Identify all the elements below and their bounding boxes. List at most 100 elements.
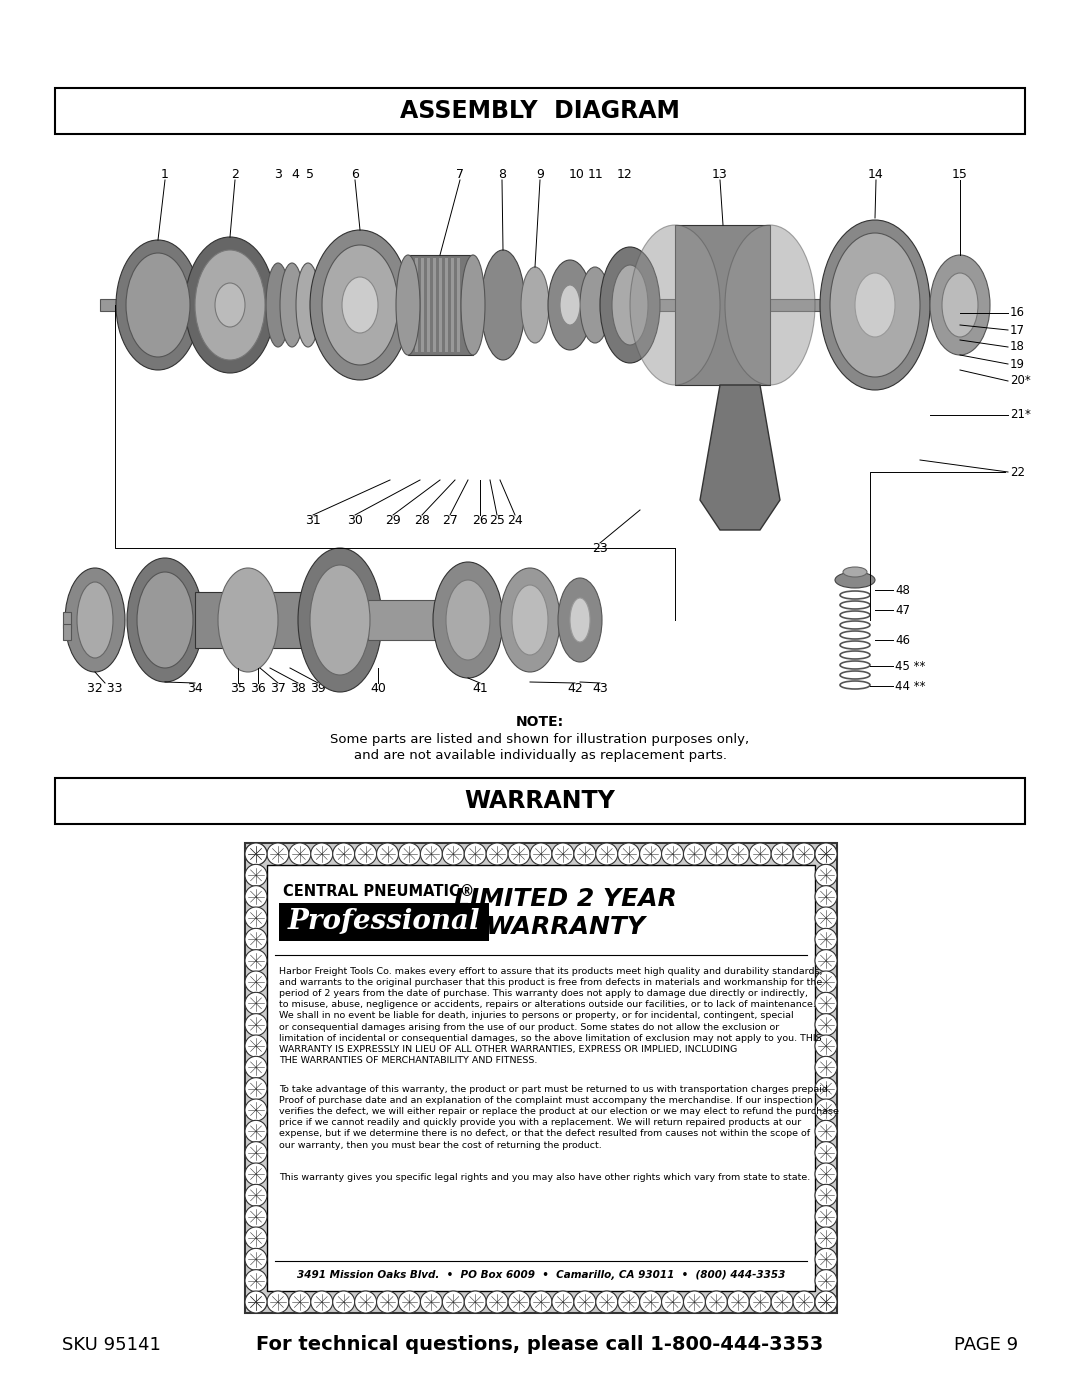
Ellipse shape	[298, 548, 382, 692]
Text: 43: 43	[592, 682, 608, 694]
Ellipse shape	[245, 929, 267, 950]
Ellipse shape	[771, 1291, 793, 1313]
Text: 29: 29	[386, 514, 401, 527]
Ellipse shape	[420, 1291, 443, 1313]
Text: 38: 38	[291, 682, 306, 694]
Text: 1: 1	[161, 169, 168, 182]
Ellipse shape	[815, 1185, 837, 1207]
Ellipse shape	[245, 907, 267, 929]
Text: 30: 30	[347, 514, 363, 527]
Text: 20*: 20*	[1010, 374, 1030, 387]
Text: 23: 23	[592, 542, 608, 555]
Ellipse shape	[245, 1206, 267, 1228]
Ellipse shape	[486, 842, 509, 865]
Text: 13: 13	[712, 169, 728, 182]
Ellipse shape	[815, 1162, 837, 1185]
Ellipse shape	[552, 842, 573, 865]
Ellipse shape	[835, 571, 875, 588]
Ellipse shape	[399, 1291, 420, 1313]
Ellipse shape	[600, 247, 660, 363]
Text: 48: 48	[895, 584, 909, 597]
Text: 22: 22	[1010, 465, 1025, 479]
Ellipse shape	[831, 233, 920, 377]
Ellipse shape	[815, 842, 837, 865]
Ellipse shape	[464, 842, 486, 865]
Text: 26: 26	[472, 514, 488, 527]
Ellipse shape	[815, 1141, 837, 1164]
Ellipse shape	[377, 1291, 399, 1313]
Ellipse shape	[245, 865, 267, 886]
Text: 17: 17	[1010, 324, 1025, 337]
Bar	[368, 599, 458, 640]
Bar	[433, 258, 436, 352]
Ellipse shape	[218, 569, 278, 672]
Bar	[63, 612, 71, 629]
Ellipse shape	[245, 842, 267, 865]
Ellipse shape	[684, 842, 705, 865]
Ellipse shape	[245, 1185, 267, 1207]
Ellipse shape	[420, 842, 443, 865]
Ellipse shape	[310, 564, 370, 675]
Ellipse shape	[311, 1291, 333, 1313]
Ellipse shape	[570, 598, 590, 643]
Ellipse shape	[630, 225, 720, 386]
Text: This warranty gives you specific legal rights and you may also have other rights: This warranty gives you specific legal r…	[279, 1173, 810, 1182]
Ellipse shape	[126, 253, 190, 358]
Text: CENTRAL PNEUMATIC®: CENTRAL PNEUMATIC®	[283, 883, 474, 898]
Text: 4: 4	[292, 169, 299, 182]
Ellipse shape	[596, 842, 618, 865]
Text: For technical questions, please call 1-800-444-3353: For technical questions, please call 1-8…	[256, 1336, 824, 1355]
Ellipse shape	[280, 263, 303, 346]
Text: 14: 14	[868, 169, 883, 182]
Ellipse shape	[333, 1291, 354, 1313]
Text: To take advantage of this warranty, the product or part must be returned to us w: To take advantage of this warranty, the …	[279, 1085, 839, 1150]
Ellipse shape	[245, 1035, 267, 1058]
Ellipse shape	[245, 950, 267, 972]
Ellipse shape	[684, 1291, 705, 1313]
Text: 7: 7	[456, 169, 464, 182]
Text: 40: 40	[370, 682, 386, 694]
Text: Professional: Professional	[287, 908, 481, 936]
Ellipse shape	[464, 1291, 486, 1313]
Text: SKU 95141: SKU 95141	[62, 1336, 161, 1354]
Ellipse shape	[396, 256, 420, 355]
Bar	[55, 88, 1025, 134]
Ellipse shape	[245, 1120, 267, 1143]
Text: 31: 31	[306, 514, 321, 527]
Ellipse shape	[486, 1291, 509, 1313]
Ellipse shape	[639, 842, 662, 865]
Bar	[195, 592, 335, 648]
Text: 16: 16	[1010, 306, 1025, 320]
Ellipse shape	[815, 929, 837, 950]
Ellipse shape	[500, 569, 561, 672]
Ellipse shape	[815, 1206, 837, 1228]
Ellipse shape	[771, 842, 793, 865]
Text: 2: 2	[231, 169, 239, 182]
Text: 15: 15	[953, 169, 968, 182]
Ellipse shape	[245, 1099, 267, 1120]
Ellipse shape	[461, 256, 485, 355]
Text: 36: 36	[251, 682, 266, 694]
Ellipse shape	[127, 557, 203, 682]
Ellipse shape	[815, 1270, 837, 1292]
Text: 3: 3	[274, 169, 282, 182]
Text: 41: 41	[472, 682, 488, 694]
Ellipse shape	[333, 842, 354, 865]
Ellipse shape	[267, 842, 289, 865]
Ellipse shape	[662, 1291, 684, 1313]
Ellipse shape	[116, 240, 200, 370]
Ellipse shape	[573, 1291, 596, 1313]
Ellipse shape	[245, 886, 267, 908]
Bar	[675, 225, 770, 386]
Text: 32 33: 32 33	[87, 682, 123, 694]
Ellipse shape	[508, 1291, 530, 1313]
Ellipse shape	[573, 842, 596, 865]
Text: and are not available individually as replacement parts.: and are not available individually as re…	[353, 750, 727, 763]
Bar	[445, 258, 448, 352]
Ellipse shape	[815, 1227, 837, 1249]
Text: 28: 28	[414, 514, 430, 527]
Ellipse shape	[446, 580, 490, 659]
Bar	[55, 778, 1025, 824]
Ellipse shape	[288, 842, 311, 865]
Ellipse shape	[612, 265, 648, 345]
